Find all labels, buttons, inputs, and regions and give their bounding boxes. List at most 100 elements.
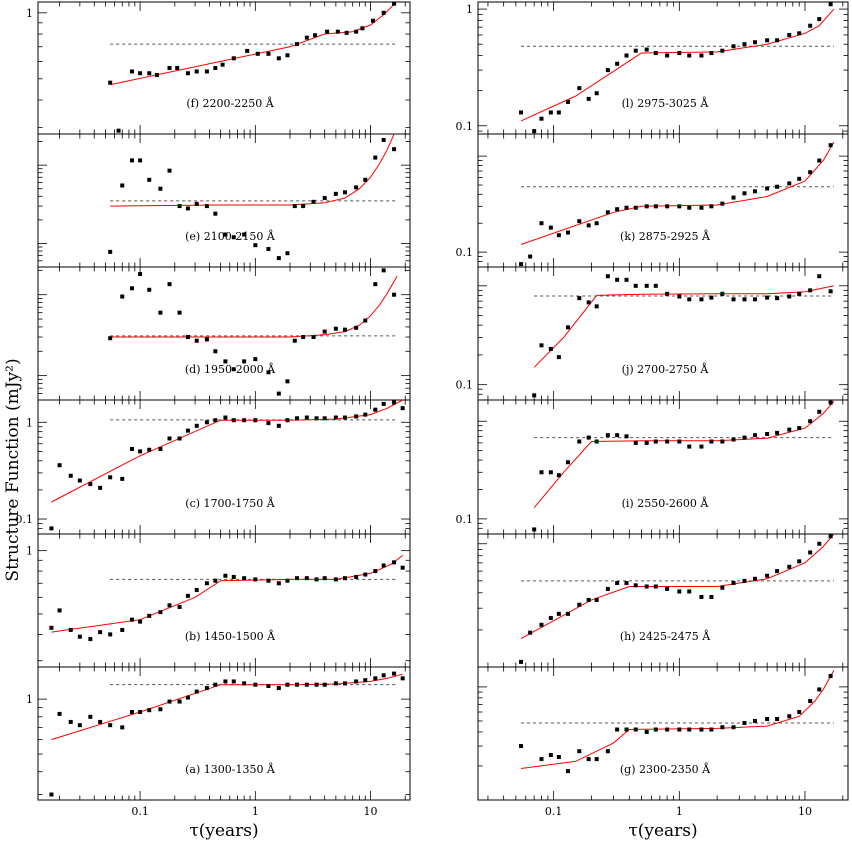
x-tick-label: 10 bbox=[364, 805, 378, 818]
data-point bbox=[294, 576, 299, 581]
panel-frame bbox=[477, 1, 849, 135]
y-tick-label: 1 bbox=[26, 693, 33, 706]
panel-3: 1 0.1 (c) 1700-1750 Å bbox=[16, 399, 411, 535]
fit-line bbox=[51, 555, 404, 633]
data-point bbox=[392, 560, 397, 565]
data-point bbox=[556, 473, 561, 478]
data-point bbox=[752, 40, 757, 45]
panel-label: (j) 2700-2750 Å bbox=[622, 362, 710, 376]
data-point bbox=[644, 47, 649, 52]
data-point bbox=[158, 310, 163, 315]
data-point bbox=[342, 327, 347, 332]
data-point bbox=[381, 137, 386, 142]
data-point bbox=[57, 608, 62, 613]
data-point bbox=[285, 682, 290, 687]
data-point bbox=[720, 439, 725, 444]
panel-label: (b) 1450-1500 Å bbox=[185, 629, 276, 643]
data-point bbox=[787, 564, 792, 569]
data-point bbox=[828, 289, 833, 294]
data-point bbox=[742, 720, 747, 725]
data-point bbox=[787, 32, 792, 37]
data-point bbox=[808, 699, 813, 704]
data-point bbox=[292, 338, 297, 343]
data-point bbox=[49, 526, 54, 531]
data-point bbox=[158, 446, 163, 451]
data-point bbox=[548, 470, 553, 475]
data-point bbox=[231, 235, 236, 240]
data-point bbox=[322, 682, 327, 687]
data-point bbox=[342, 415, 347, 420]
data-point bbox=[363, 678, 368, 683]
panel-frame bbox=[477, 399, 849, 535]
data-point bbox=[817, 274, 822, 279]
data-point bbox=[373, 676, 378, 681]
data-point bbox=[167, 436, 172, 441]
data-point bbox=[665, 204, 670, 209]
data-point bbox=[213, 682, 218, 687]
data-point bbox=[765, 432, 770, 437]
data-point bbox=[519, 262, 524, 267]
data-point bbox=[342, 681, 347, 686]
fit-line bbox=[51, 673, 403, 741]
data-point bbox=[699, 297, 704, 302]
panel-11: (g) 2300-2350 Å 0.1 1 10 bbox=[477, 666, 849, 818]
data-point bbox=[548, 346, 553, 351]
data-point bbox=[539, 221, 544, 226]
data-point bbox=[167, 603, 172, 608]
data-point bbox=[709, 439, 714, 444]
data-point bbox=[644, 729, 649, 734]
data-point bbox=[116, 128, 121, 133]
panel-6: 1 0.1 (l) 2975-3025 Å bbox=[456, 1, 849, 135]
data-point bbox=[828, 143, 833, 148]
data-point bbox=[108, 80, 113, 85]
data-point bbox=[633, 440, 638, 445]
data-point bbox=[49, 625, 54, 630]
data-point bbox=[98, 719, 103, 724]
data-point bbox=[687, 727, 692, 732]
data-point bbox=[276, 56, 281, 61]
data-point bbox=[77, 478, 82, 483]
data-point bbox=[231, 679, 236, 684]
data-point bbox=[665, 53, 670, 58]
data-point bbox=[797, 31, 802, 36]
data-point bbox=[223, 232, 228, 237]
data-point bbox=[49, 792, 54, 797]
data-point bbox=[354, 414, 359, 419]
data-point bbox=[335, 29, 340, 34]
data-point bbox=[586, 435, 591, 440]
data-point bbox=[185, 206, 190, 211]
data-point bbox=[548, 110, 553, 115]
data-point bbox=[828, 2, 833, 7]
data-point bbox=[68, 473, 73, 478]
data-point bbox=[817, 158, 822, 163]
data-point bbox=[138, 158, 143, 163]
data-point bbox=[624, 205, 629, 210]
y-tick-label: 0.1 bbox=[456, 379, 474, 392]
data-point bbox=[311, 335, 316, 340]
data-point bbox=[633, 205, 638, 210]
y-tick-label: 0.1 bbox=[456, 120, 474, 133]
data-point bbox=[624, 53, 629, 58]
data-point bbox=[577, 602, 582, 607]
data-point bbox=[752, 718, 757, 723]
data-point bbox=[108, 632, 113, 637]
data-point bbox=[653, 439, 658, 444]
data-point bbox=[787, 181, 792, 186]
x-axis-title-left: τ(years) bbox=[189, 821, 258, 841]
data-point bbox=[677, 204, 682, 209]
data-point bbox=[129, 617, 134, 622]
data-point bbox=[185, 335, 190, 340]
data-point bbox=[775, 569, 780, 574]
data-point bbox=[276, 256, 281, 261]
data-point bbox=[742, 578, 747, 583]
data-point bbox=[255, 51, 260, 56]
data-point bbox=[322, 576, 327, 581]
data-point bbox=[677, 51, 682, 56]
data-point bbox=[129, 710, 134, 715]
data-point bbox=[120, 183, 125, 188]
data-point bbox=[817, 409, 822, 414]
data-point bbox=[539, 343, 544, 348]
data-point bbox=[242, 359, 247, 364]
data-point bbox=[742, 42, 747, 47]
data-point bbox=[231, 367, 236, 372]
